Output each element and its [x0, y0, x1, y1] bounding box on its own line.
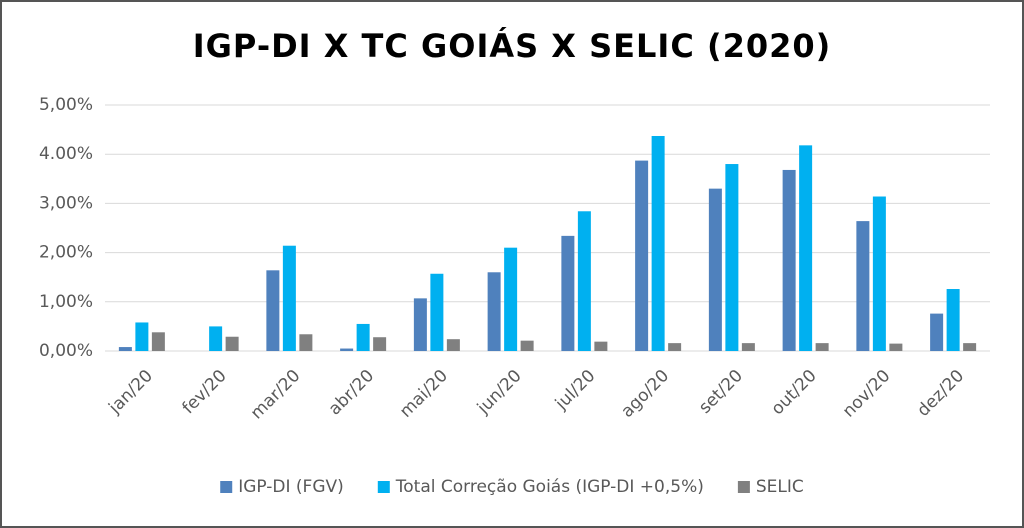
bar — [504, 247, 518, 351]
bar — [520, 340, 534, 351]
bar — [299, 334, 313, 351]
y-tick-label: 1,00% — [39, 292, 93, 312]
bar — [413, 298, 427, 351]
y-tick-label: 4.00% — [39, 144, 93, 164]
bar — [889, 343, 903, 351]
bar — [282, 245, 296, 351]
bar — [225, 336, 239, 351]
bar — [118, 347, 132, 351]
bar — [446, 339, 460, 351]
bar — [963, 343, 977, 351]
bar — [872, 196, 886, 351]
legend-label: SELIC — [756, 477, 804, 497]
y-tick-label: 2,00% — [39, 243, 93, 263]
bar — [594, 341, 608, 351]
bar — [356, 323, 370, 351]
bar — [151, 332, 165, 351]
bar — [373, 337, 387, 351]
bar — [430, 273, 444, 351]
bar — [856, 221, 870, 351]
bar — [561, 235, 575, 351]
bar — [635, 160, 649, 351]
bar — [782, 169, 796, 351]
bar — [741, 343, 755, 351]
bar — [651, 135, 665, 351]
legend-swatch — [737, 481, 750, 493]
bar — [930, 313, 944, 351]
bar — [266, 270, 280, 351]
bar — [487, 272, 501, 351]
bar — [577, 211, 591, 351]
bar — [946, 289, 960, 351]
chart-title: IGP-DI X TC GOIÁS X SELIC (2020) — [193, 27, 832, 65]
legend-label: Total Correção Goiás (IGP-DI +0,5%) — [395, 477, 704, 497]
bar — [725, 164, 739, 351]
y-tick-label: 0,00% — [39, 341, 93, 361]
legend-swatch — [220, 481, 233, 493]
legend-swatch — [377, 481, 390, 493]
bar — [209, 326, 223, 351]
bar — [668, 343, 682, 351]
y-tick-label: 5,00% — [39, 95, 93, 115]
bar — [135, 322, 149, 351]
bar — [708, 188, 722, 351]
bar — [340, 348, 354, 351]
legend-label: IGP-DI (FGV) — [238, 477, 344, 497]
bar — [799, 145, 813, 351]
y-tick-label: 3,00% — [39, 193, 93, 213]
bar — [815, 343, 829, 351]
